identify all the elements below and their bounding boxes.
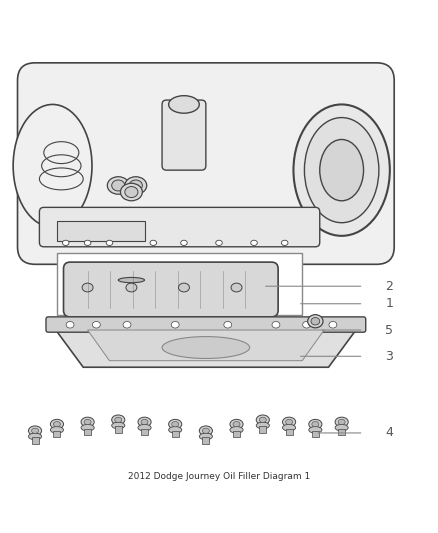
Ellipse shape	[231, 283, 242, 292]
Ellipse shape	[63, 240, 69, 246]
Ellipse shape	[224, 321, 232, 328]
Bar	[312, 431, 319, 437]
FancyBboxPatch shape	[46, 317, 366, 332]
Bar	[57, 253, 302, 314]
Ellipse shape	[112, 422, 125, 429]
Ellipse shape	[256, 422, 269, 429]
Bar	[202, 437, 209, 444]
Ellipse shape	[293, 104, 390, 236]
Text: 3: 3	[385, 350, 393, 363]
Ellipse shape	[162, 336, 250, 359]
Bar	[338, 429, 345, 435]
Ellipse shape	[118, 278, 145, 282]
Ellipse shape	[82, 283, 93, 292]
Ellipse shape	[13, 104, 92, 227]
Ellipse shape	[304, 118, 379, 223]
FancyBboxPatch shape	[39, 207, 320, 247]
Ellipse shape	[125, 187, 138, 198]
Ellipse shape	[81, 424, 94, 431]
Ellipse shape	[320, 140, 364, 201]
Ellipse shape	[84, 419, 91, 425]
Ellipse shape	[309, 419, 322, 429]
Polygon shape	[53, 326, 359, 367]
Ellipse shape	[303, 321, 311, 328]
FancyBboxPatch shape	[18, 63, 394, 264]
Ellipse shape	[92, 321, 100, 328]
Text: 1: 1	[385, 297, 393, 310]
Ellipse shape	[309, 426, 322, 433]
Ellipse shape	[53, 422, 60, 427]
Ellipse shape	[335, 417, 348, 427]
Ellipse shape	[307, 314, 323, 328]
Ellipse shape	[199, 426, 212, 435]
Ellipse shape	[84, 240, 91, 246]
Ellipse shape	[141, 419, 148, 425]
Bar	[115, 426, 122, 433]
Ellipse shape	[125, 177, 147, 194]
Bar	[286, 429, 293, 435]
Ellipse shape	[66, 321, 74, 328]
Bar	[141, 429, 148, 435]
Ellipse shape	[286, 419, 293, 425]
Bar	[233, 431, 240, 437]
Bar	[84, 429, 91, 435]
Ellipse shape	[120, 183, 142, 201]
Ellipse shape	[138, 417, 151, 427]
Ellipse shape	[112, 415, 125, 425]
Bar	[53, 431, 60, 437]
Ellipse shape	[199, 433, 212, 440]
Ellipse shape	[169, 96, 199, 113]
Bar	[57, 221, 145, 241]
Bar	[172, 431, 179, 437]
Ellipse shape	[81, 417, 94, 427]
Ellipse shape	[283, 424, 296, 431]
Ellipse shape	[106, 240, 113, 246]
Ellipse shape	[272, 321, 280, 328]
Ellipse shape	[281, 240, 288, 246]
Ellipse shape	[230, 426, 243, 433]
Bar	[259, 426, 266, 433]
Ellipse shape	[107, 177, 129, 194]
Ellipse shape	[28, 426, 42, 435]
Ellipse shape	[169, 426, 182, 433]
Text: 2012 Dodge Journey Oil Filler Diagram 1: 2012 Dodge Journey Oil Filler Diagram 1	[128, 472, 310, 481]
Ellipse shape	[329, 321, 337, 328]
Ellipse shape	[233, 422, 240, 427]
Ellipse shape	[123, 321, 131, 328]
Ellipse shape	[215, 240, 222, 246]
Polygon shape	[88, 330, 324, 361]
Ellipse shape	[335, 424, 348, 431]
Bar	[32, 437, 39, 444]
Ellipse shape	[311, 318, 320, 325]
Ellipse shape	[50, 426, 64, 433]
Ellipse shape	[150, 240, 156, 246]
Ellipse shape	[32, 428, 39, 433]
Ellipse shape	[50, 419, 64, 429]
Ellipse shape	[230, 419, 243, 429]
FancyBboxPatch shape	[64, 262, 278, 317]
Ellipse shape	[202, 428, 209, 433]
Ellipse shape	[28, 433, 42, 440]
Ellipse shape	[112, 180, 125, 191]
Text: 5: 5	[385, 324, 393, 336]
Ellipse shape	[256, 415, 269, 425]
Text: 2: 2	[385, 280, 393, 293]
Ellipse shape	[312, 422, 319, 427]
Ellipse shape	[178, 283, 189, 292]
Ellipse shape	[115, 417, 122, 423]
Ellipse shape	[251, 240, 257, 246]
Ellipse shape	[180, 240, 187, 246]
Text: 4: 4	[385, 426, 393, 439]
Ellipse shape	[129, 180, 142, 191]
Ellipse shape	[283, 417, 296, 427]
Ellipse shape	[138, 424, 151, 431]
Ellipse shape	[126, 283, 137, 292]
Ellipse shape	[171, 321, 179, 328]
Ellipse shape	[338, 419, 345, 425]
Ellipse shape	[259, 417, 266, 423]
Ellipse shape	[169, 419, 182, 429]
Ellipse shape	[172, 422, 179, 427]
FancyBboxPatch shape	[162, 100, 206, 170]
